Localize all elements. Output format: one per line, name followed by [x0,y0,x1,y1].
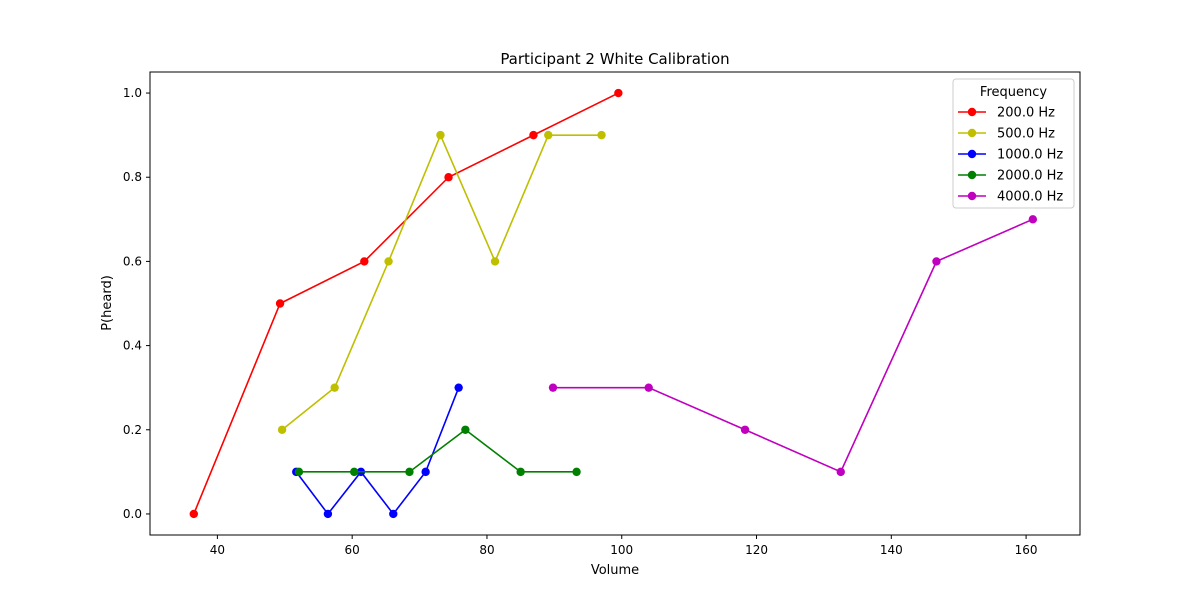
y-axis: 0.0 0.2 0.4 0.6 0.8 1.0 [123,86,150,521]
data-point [444,173,453,182]
x-tick-label: 160 [1015,543,1038,557]
series-line [298,428,577,473]
data-point [516,467,525,477]
x-axis-label: Volume [591,563,639,578]
x-axis: 40 60 80 100 120 140 160 [210,535,1038,557]
series-line [553,218,1034,473]
legend: Frequency 200.0 Hz 500.0 Hz 1000.0 Hz 2000.0… [952,78,1075,209]
legend-swatch-marker [967,191,977,201]
y-tick-label: 0.8 [123,170,142,184]
x-tick-label: 60 [345,543,360,557]
series-3 [294,425,581,477]
data-point [932,257,941,266]
data-point [294,467,304,477]
data-point [740,425,750,434]
data-point [189,509,199,519]
legend-item: 200.0 Hz [958,106,1055,121]
legend-label: 200.0 Hz [997,106,1055,121]
data-point [323,509,333,519]
legend-item: 2000.0 Hz [958,169,1063,184]
data-point [349,467,359,477]
data-point [614,88,623,98]
series-1 [277,130,606,434]
legend-item: 4000.0 Hz [958,190,1063,205]
data-point [330,383,339,392]
legend-swatch-marker [967,149,977,159]
data-point [544,130,553,140]
legend-label: 2000.0 Hz [997,169,1063,184]
data-point [389,509,398,519]
plot-area [189,88,1038,519]
data-point [461,425,470,434]
x-tick-label: 140 [880,543,903,557]
y-tick-label: 0.6 [123,254,142,268]
data-point [421,467,430,477]
x-tick-label: 40 [210,543,225,557]
data-point [597,130,606,140]
data-point [277,425,287,434]
legend-swatch-marker [967,107,977,117]
series-line [295,387,460,516]
legend-swatch-marker [967,170,977,180]
legend-item: 500.0 Hz [958,127,1055,142]
x-tick-label: 100 [610,543,633,557]
legend-label: 500.0 Hz [997,127,1055,142]
data-point [436,130,445,140]
y-tick-label: 0.4 [123,339,142,353]
x-tick-label: 120 [745,543,768,557]
series-0 [189,88,623,519]
x-tick-label: 80 [479,543,494,557]
legend-label: 1000.0 Hz [997,148,1063,163]
data-point [644,383,653,392]
legend-swatch-marker [967,128,977,138]
legend-title: Frequency [980,85,1047,100]
data-point [405,467,414,477]
y-axis-label: P(heard) [100,275,115,331]
data-point [572,467,581,477]
data-point [275,299,285,308]
series-4 [548,215,1038,477]
series-line [193,92,619,515]
data-point [548,383,558,392]
data-point [454,383,463,392]
legend-label: 4000.0 Hz [997,190,1063,205]
data-point [490,257,500,266]
data-point [360,257,369,266]
data-point [1028,215,1038,224]
data-point [529,130,538,140]
y-tick-label: 1.0 [123,86,142,100]
legend-item: 1000.0 Hz [958,148,1063,163]
data-point [384,257,393,266]
y-tick-label: 0.2 [123,423,142,437]
y-tick-label: 0.0 [123,507,142,521]
plot-frame [149,71,1081,536]
data-point [836,467,845,477]
chart-title: Participant 2 White Calibration [500,50,729,68]
